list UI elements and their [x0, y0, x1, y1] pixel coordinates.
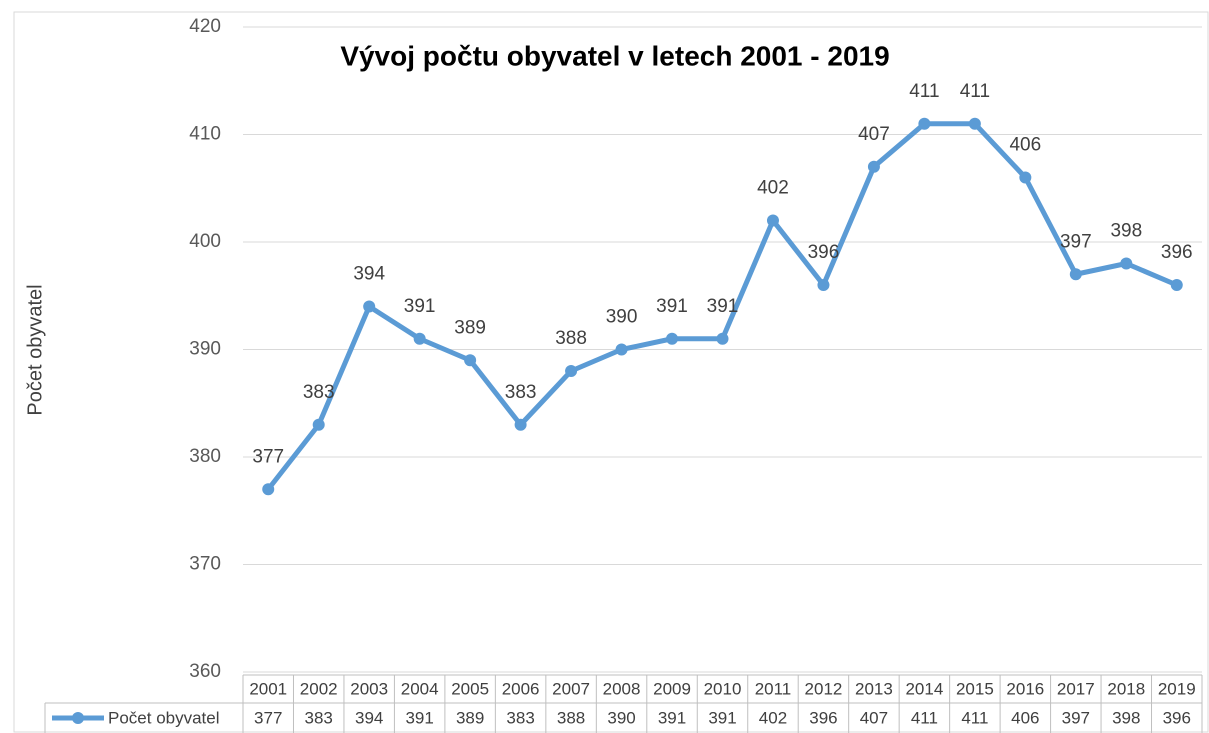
- data-label: 407: [858, 124, 890, 145]
- y-tick-label: 420: [189, 16, 221, 37]
- data-label: 390: [606, 307, 638, 328]
- marker: [363, 300, 376, 313]
- x-tick-label: 2005: [451, 679, 489, 698]
- marker: [766, 214, 779, 227]
- marker: [262, 483, 275, 496]
- y-axis-label: Počet obyvatel: [24, 284, 46, 415]
- data-label: 383: [303, 382, 335, 403]
- data-label: 396: [1161, 242, 1193, 263]
- table-value: 394: [355, 708, 383, 727]
- legend-label: Počet obyvatel: [108, 708, 220, 727]
- y-tick-label: 380: [189, 446, 221, 467]
- table-value: 411: [911, 708, 938, 727]
- y-tick-label: 390: [189, 339, 221, 360]
- marker: [1069, 268, 1082, 281]
- marker: [918, 117, 931, 130]
- data-label: 377: [252, 446, 284, 467]
- data-label: 396: [808, 242, 840, 263]
- x-tick-label: 2013: [855, 679, 893, 698]
- table-value: 377: [254, 708, 282, 727]
- table-value: 391: [708, 708, 736, 727]
- x-tick-label: 2002: [300, 679, 338, 698]
- data-label: 388: [555, 328, 587, 349]
- x-tick-label: 2004: [401, 679, 439, 698]
- x-tick-label: 2009: [653, 679, 691, 698]
- marker: [312, 418, 325, 431]
- x-tick-label: 2017: [1057, 679, 1095, 698]
- x-tick-label: 2008: [603, 679, 641, 698]
- marker: [867, 160, 880, 173]
- x-tick-label: 2018: [1107, 679, 1145, 698]
- marker: [1170, 279, 1183, 291]
- data-label: 391: [404, 296, 436, 317]
- x-tick-label: 2015: [956, 679, 994, 698]
- table-value: 391: [658, 708, 686, 727]
- data-label: 391: [707, 296, 739, 317]
- x-tick-label: 2007: [552, 679, 590, 698]
- table-value: 396: [1163, 708, 1191, 727]
- x-tick-label: 2019: [1158, 679, 1196, 698]
- marker: [464, 354, 477, 367]
- marker: [514, 418, 527, 431]
- x-tick-label: 2003: [350, 679, 388, 698]
- legend-marker: [72, 712, 84, 724]
- marker: [716, 332, 729, 345]
- chart-title: Vývoj počtu obyvatel v letech 2001 - 201…: [340, 40, 889, 71]
- data-label: 406: [1009, 135, 1041, 156]
- marker: [1120, 257, 1133, 270]
- data-label: 394: [353, 264, 385, 285]
- table-value: 383: [305, 708, 333, 727]
- table-value: 396: [809, 708, 837, 727]
- table-value: 407: [860, 708, 888, 727]
- marker: [615, 343, 628, 356]
- table-value: 398: [1112, 708, 1140, 727]
- data-label: 402: [757, 178, 789, 199]
- x-tick-label: 2012: [805, 679, 843, 698]
- marker: [817, 279, 830, 291]
- data-label: 398: [1110, 221, 1142, 242]
- table-value: 391: [405, 708, 433, 727]
- table-value: 406: [1011, 708, 1039, 727]
- marker: [565, 365, 578, 377]
- x-tick-label: 2010: [704, 679, 742, 698]
- marker: [1019, 171, 1032, 184]
- y-tick-label: 360: [189, 661, 221, 682]
- table-value: 383: [506, 708, 534, 727]
- table-value: 388: [557, 708, 585, 727]
- data-label: 411: [909, 81, 939, 102]
- x-tick-label: 2001: [249, 679, 287, 698]
- y-tick-label: 370: [189, 554, 221, 575]
- table-value: 389: [456, 708, 484, 727]
- table-value: 411: [961, 708, 988, 727]
- data-label: 389: [454, 317, 486, 338]
- table-value: 402: [759, 708, 787, 727]
- x-tick-label: 2011: [755, 679, 792, 698]
- x-tick-label: 2014: [905, 679, 943, 698]
- x-tick-label: 2006: [502, 679, 540, 698]
- y-tick-label: 410: [189, 124, 221, 145]
- marker: [666, 332, 679, 345]
- data-label: 383: [505, 382, 537, 403]
- table-value: 390: [607, 708, 635, 727]
- x-tick-label: 2016: [1006, 679, 1044, 698]
- marker: [968, 117, 981, 130]
- table-value: 397: [1062, 708, 1090, 727]
- data-label: 411: [960, 81, 990, 102]
- data-label: 391: [656, 296, 688, 317]
- data-label: 397: [1060, 231, 1092, 252]
- chart-frame: [13, 11, 1209, 733]
- marker: [413, 332, 426, 345]
- y-tick-label: 400: [189, 231, 221, 252]
